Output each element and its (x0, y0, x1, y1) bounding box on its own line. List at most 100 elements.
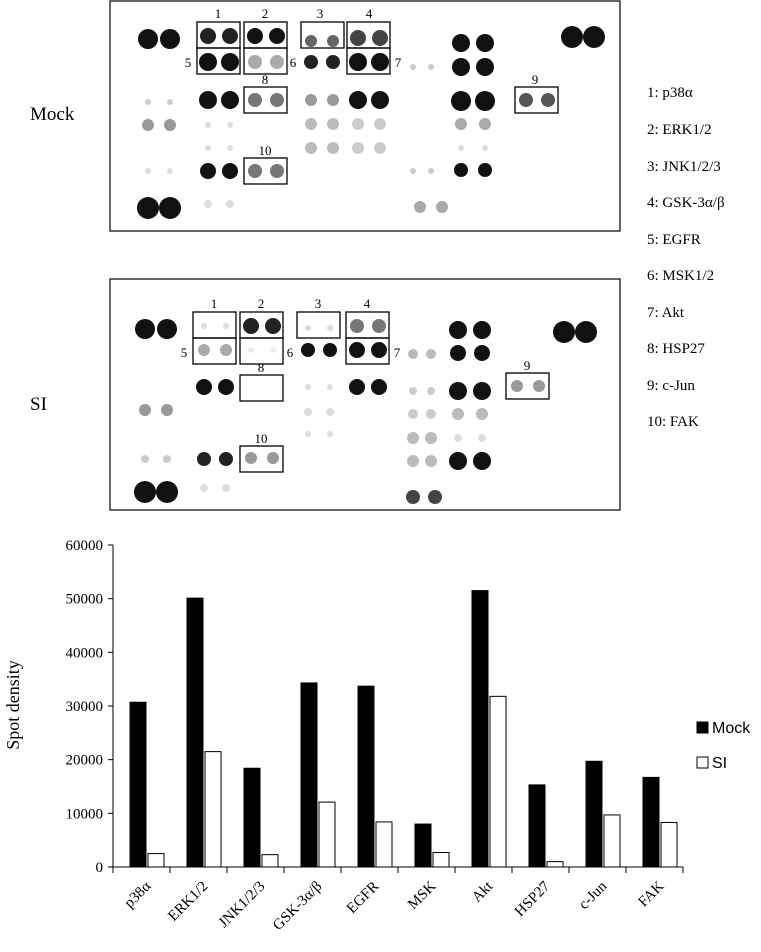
si-spot-3-b (265, 318, 281, 334)
mock-spot-23-b (374, 118, 386, 130)
si-spot-1-b (575, 321, 597, 343)
mock-spot-19-b (167, 99, 173, 105)
si-spot-19-b (427, 387, 435, 395)
x-axis (112, 866, 684, 873)
mock-blot-panel: 1 2 3 4 5 6 7 8 9 10 Mock (30, 0, 621, 232)
si-spot-26-a (197, 452, 211, 466)
key-item-10: 10: FAK (647, 414, 699, 430)
si-box-9 (505, 372, 550, 400)
mock-box-8 (243, 86, 288, 114)
mock-spot-16-a (305, 94, 317, 106)
si-spot-20-b (426, 409, 436, 419)
si-box-10 (239, 445, 284, 473)
si-spot-7-b (270, 347, 276, 353)
legend-label-mock: Mock (712, 720, 751, 737)
y-tick-label: 20000 (66, 753, 104, 769)
mock-spot-12-b (475, 91, 495, 111)
x-category-label: MSK (405, 878, 439, 912)
mock-spot-6-b (221, 53, 239, 71)
mock-spot-14-a (199, 91, 217, 109)
si-num-5: 5 (181, 345, 188, 360)
mock-spot-24-a (455, 118, 467, 130)
si-spot-9-a (349, 342, 365, 358)
mock-panel-label: Mock (30, 104, 75, 125)
key-item-1: 1: p38α (647, 85, 693, 101)
mock-num-8: 8 (262, 72, 269, 87)
mock-spot-9-a (349, 53, 367, 71)
si-box-5 (192, 337, 237, 365)
y-tick-label: 50000 (66, 592, 104, 608)
bar-mock-6 (471, 590, 489, 868)
x-category-label: GSK-3α/β (270, 879, 325, 934)
si-num-7: 7 (394, 345, 401, 360)
mock-spot-19-a (145, 99, 151, 105)
mock-spot-25-b (227, 145, 233, 151)
mock-spot-13-a (410, 64, 416, 70)
si-blot-frame (109, 278, 621, 511)
mock-spot-7-a (248, 55, 262, 69)
mock-box-7 (346, 47, 391, 75)
mock-spot-13-b (428, 64, 434, 70)
mock-spot-20-a (142, 119, 154, 131)
bar-mock-5 (414, 823, 432, 868)
mock-spot-34-a (137, 197, 159, 219)
si-spot-0-b (157, 319, 177, 339)
si-spot-11-b (474, 345, 490, 361)
si-spot-3-a (243, 318, 259, 334)
si-num-2: 2 (258, 296, 265, 311)
si-spot-1-a (553, 321, 575, 343)
si-num-1: 1 (211, 296, 218, 311)
si-spot-33-b (428, 490, 442, 504)
mock-spot-18-b (541, 93, 555, 107)
key-item-2: 2: ERK1/2 (647, 122, 712, 138)
y-tick-label: 0 (96, 860, 104, 876)
mock-spot-31-a (454, 163, 468, 177)
bar-si-7 (546, 861, 564, 868)
key-item-8: 8: HSP27 (647, 341, 705, 357)
si-spot-16-b (473, 382, 491, 400)
mock-spot-1-b (583, 26, 605, 48)
si-blot-boxes (192, 311, 550, 473)
mock-spot-33-a (145, 168, 151, 174)
si-spot-19-a (409, 387, 417, 395)
si-spot-16-a (449, 382, 467, 400)
mock-num-6: 6 (290, 55, 297, 70)
mock-num-7: 7 (395, 55, 402, 70)
si-num-6: 6 (287, 345, 294, 360)
mock-num-3: 3 (317, 6, 324, 21)
si-spot-21-a (452, 408, 464, 420)
si-spot-32-a (200, 484, 208, 492)
bar-si-3 (318, 801, 336, 868)
si-spot-2-b (223, 323, 229, 329)
bar-mock-7 (528, 784, 546, 868)
si-spot-8-b (323, 343, 337, 357)
si-spot-25-b (478, 434, 486, 442)
key-item-9: 9: c-Jun (647, 378, 695, 394)
bar-mock-3 (300, 682, 318, 868)
legend-swatch-mock (696, 721, 709, 734)
key-item-5: 5: EGFR (647, 232, 701, 248)
si-spot-32-b (222, 484, 230, 492)
mock-num-9: 9 (532, 72, 539, 87)
mock-spot-1-a (561, 26, 583, 48)
mock-num-10: 10 (259, 143, 272, 158)
si-spot-18-a (139, 404, 151, 416)
x-category-label: Akt (469, 878, 497, 906)
mock-blot-boxes (196, 21, 559, 185)
mock-spot-9-b (371, 53, 389, 71)
bar-si-8 (603, 814, 621, 868)
mock-spot-28-b (482, 145, 488, 151)
mock-spot-14-b (221, 91, 239, 109)
x-category-label: JNK1/2/3 (216, 879, 269, 932)
mock-box-6 (243, 47, 288, 75)
si-spot-27-a (245, 452, 257, 464)
si-spot-5-a (350, 319, 364, 333)
mock-spot-36-a (414, 201, 426, 213)
si-spot-4-a (305, 325, 311, 331)
mock-spot-6-a (199, 53, 217, 71)
mock-spot-36-b (436, 201, 448, 213)
si-spot-10-a (449, 321, 467, 339)
mock-spot-17-b (371, 91, 389, 109)
mock-spot-35-b (226, 200, 234, 208)
si-spot-8-a (301, 343, 315, 357)
